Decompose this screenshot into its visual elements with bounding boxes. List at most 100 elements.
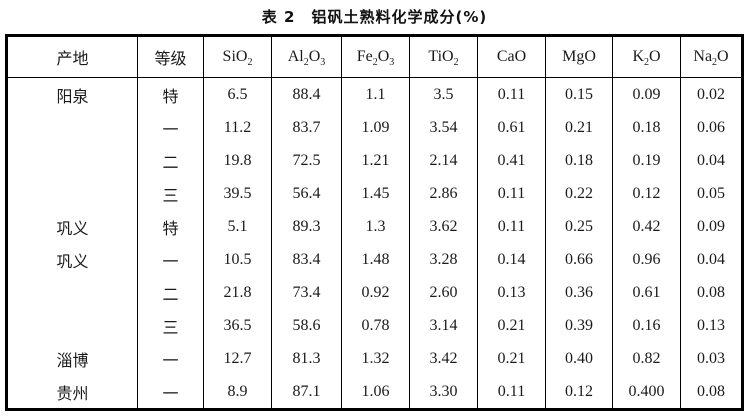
table-cell: 0.03 [680, 342, 743, 375]
table-cell: 特 [137, 77, 204, 111]
table-row: 淄博 一 12.7 81.3 1.32 3.42 0.21 0.40 0.82 0.03 [7, 342, 743, 375]
table-row: 三 39.5 56.4 1.45 2.86 0.11 0.22 0.12 0.05 [7, 177, 743, 210]
table-row: 二 21.8 73.4 0.92 2.60 0.13 0.36 0.61 0.08 [7, 276, 743, 309]
table-cell: 0.42 [612, 210, 681, 243]
table-cell: 0.15 [545, 77, 613, 111]
table-cell: 3.30 [409, 375, 478, 410]
table-cell: 0.04 [680, 243, 743, 276]
table-cell [7, 111, 138, 144]
table-cell [7, 177, 138, 210]
table-cell: 56.4 [271, 177, 342, 210]
table-cell: 3.5 [409, 77, 478, 111]
table-cell: 12.7 [203, 342, 272, 375]
table-cell: 0.11 [477, 210, 546, 243]
table-cell: 0.16 [612, 309, 681, 342]
column-header-al2o3: Al2O3 [271, 35, 342, 78]
table-cell: 1.48 [341, 243, 410, 276]
table-cell: 一 [137, 342, 204, 375]
table-cell: 3.62 [409, 210, 478, 243]
table-cell: 0.36 [545, 276, 613, 309]
table-cell: 0.92 [341, 276, 410, 309]
table-cell: 72.5 [271, 144, 342, 177]
table-row: 三 36.5 58.6 0.78 3.14 0.21 0.39 0.16 0.13 [7, 309, 743, 342]
table-cell: 1.06 [341, 375, 410, 410]
table-cell: 0.78 [341, 309, 410, 342]
table-cell: 1.1 [341, 77, 410, 111]
table-row: 二 19.8 72.5 1.21 2.14 0.41 0.18 0.19 0.04 [7, 144, 743, 177]
table-cell: 0.21 [477, 342, 546, 375]
table-cell: 0.40 [545, 342, 613, 375]
table-cell: 特 [137, 210, 204, 243]
table-row: 一 11.2 83.7 1.09 3.54 0.61 0.21 0.18 0.06 [7, 111, 743, 144]
table-cell: 二 [137, 276, 204, 309]
table-cell: 1.45 [341, 177, 410, 210]
table-row: 贵州 一 8.9 87.1 1.06 3.30 0.11 0.12 0.400 0.08 [7, 375, 743, 410]
table-row: 巩义 特 5.1 89.3 1.3 3.62 0.11 0.25 0.42 0.09 [7, 210, 743, 243]
table-cell: 1.09 [341, 111, 410, 144]
table-cell: 0.96 [612, 243, 681, 276]
table-cell: 83.7 [271, 111, 342, 144]
column-header-mgo: MgO [545, 35, 613, 78]
table-cell: 巩义 [56, 253, 89, 271]
table-cell: 11.2 [203, 111, 272, 144]
table-cell: 36.5 [203, 309, 272, 342]
table-cell: 0.61 [477, 111, 546, 144]
table-cell: 0.11 [477, 375, 546, 410]
table-cell: 1.32 [341, 342, 410, 375]
table-row: 阳泉 特 6.5 88.4 1.1 3.5 0.11 0.15 0.09 0.02 [7, 77, 743, 111]
table-cell [7, 309, 138, 342]
table-cell: 0.12 [612, 177, 681, 210]
table-cell: 0.66 [545, 243, 613, 276]
table-cell: 一 [137, 375, 204, 410]
table-cell: 3.42 [409, 342, 478, 375]
table-cell: 0.14 [477, 243, 546, 276]
table-cell: 一 [137, 111, 204, 144]
table-cell: 0.08 [680, 375, 743, 410]
table-cell: 三 [137, 177, 204, 210]
table-cell: 3.14 [409, 309, 478, 342]
table-cell: 21.8 [203, 276, 272, 309]
table-cell: 0.41 [477, 144, 546, 177]
table-cell: 19.8 [203, 144, 272, 177]
table-cell: 0.19 [612, 144, 681, 177]
table-cell: 6.5 [203, 77, 272, 111]
table-title: 表 2 铝矾土熟料化学成分(%) [261, 8, 488, 26]
table-cell: 0.82 [612, 342, 681, 375]
table-cell: 0.06 [680, 111, 743, 144]
table-cell: 81.3 [271, 342, 342, 375]
table-cell: 73.4 [271, 276, 342, 309]
table-cell: 10.5 [203, 243, 272, 276]
table-cell: 0.05 [680, 177, 743, 210]
table-cell: 3.54 [409, 111, 478, 144]
table-cell: 0.22 [545, 177, 613, 210]
table-cell: 0.13 [477, 276, 546, 309]
table-row: 巩义 一 10.5 83.4 1.48 3.28 0.14 0.66 0.96 0.04 [7, 243, 743, 276]
column-header-k2o: K2O [612, 35, 681, 78]
column-header-grade: 等级 [137, 35, 204, 78]
table-cell: 0.18 [612, 111, 681, 144]
table-cell: 0.25 [545, 210, 613, 243]
table-header: 产地 等级 SiO2 Al2O3 Fe2O3 TiO2 CaO MgO K2O … [6, 35, 743, 78]
table-cell: 0.400 [612, 375, 681, 410]
table-cell [7, 144, 138, 177]
column-header-sio2: SiO2 [203, 35, 272, 78]
column-header-cao: CaO [477, 35, 546, 78]
table-body: 阳泉特 6.5 88.4 1.1 3.5 0.11 0.15 0.09 0.02 一 11.2 83.… [7, 77, 743, 410]
table-cell: 88.4 [271, 77, 342, 111]
table-cell: 0.61 [612, 276, 681, 309]
header-row: 产地 等级 SiO2 Al2O3 Fe2O3 TiO2 CaO MgO K2O … [6, 35, 743, 78]
table-cell: 一 [137, 243, 204, 276]
table-cell: 0.09 [612, 77, 681, 111]
table-cell: 87.1 [271, 375, 342, 410]
table-cell: 0.04 [680, 144, 743, 177]
table-cell: 巩义 [56, 220, 89, 238]
table-cell: 0.39 [545, 309, 613, 342]
table-cell: 0.12 [545, 375, 613, 410]
table-cell: 贵州 [56, 385, 89, 403]
table-cell: 0.09 [680, 210, 743, 243]
composition-table: 产地 等级 SiO2 Al2O3 Fe2O3 TiO2 CaO MgO K2O … [5, 34, 744, 411]
table-cell: 0.11 [477, 177, 546, 210]
table-cell: 2.14 [409, 144, 478, 177]
table-cell: 89.3 [271, 210, 342, 243]
